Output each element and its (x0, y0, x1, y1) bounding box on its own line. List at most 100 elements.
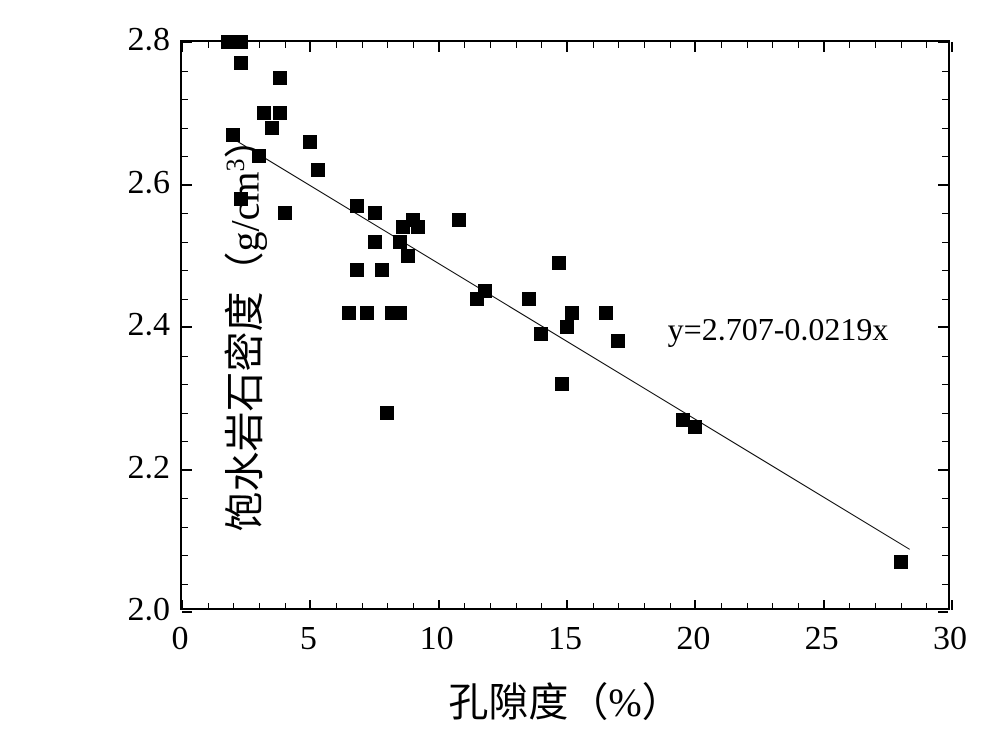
x-major-tick-top (823, 42, 825, 52)
x-minor-tick (233, 603, 234, 609)
y-major-tick-right (938, 184, 948, 186)
x-minor-tick (208, 603, 209, 609)
y-minor-tick-right (942, 584, 948, 585)
y-major-tick (182, 41, 192, 43)
x-minor-tick-top (464, 42, 465, 48)
x-minor-tick-top (772, 42, 773, 48)
y-minor-tick (182, 71, 188, 72)
y-minor-tick-right (942, 299, 948, 300)
y-minor-tick-right (942, 555, 948, 556)
x-minor-tick (644, 603, 645, 609)
data-point (278, 206, 292, 220)
data-point (273, 106, 287, 120)
x-minor-tick-top (541, 42, 542, 48)
data-point (452, 213, 466, 227)
x-minor-tick-top (413, 42, 414, 48)
y-major-tick-right (938, 326, 948, 328)
x-minor-tick (901, 603, 902, 609)
x-minor-tick-top (670, 42, 671, 48)
x-minor-tick-top (516, 42, 517, 48)
y-tick-label: 2.6 (100, 164, 170, 202)
y-minor-tick (182, 584, 188, 585)
x-minor-tick-top (747, 42, 748, 48)
x-tick-label: 20 (676, 620, 710, 658)
data-point (478, 284, 492, 298)
x-minor-tick (670, 603, 671, 609)
y-tick-label: 2.4 (100, 306, 170, 344)
x-minor-tick (362, 603, 363, 609)
y-minor-tick (182, 299, 188, 300)
x-minor-tick-top (798, 42, 799, 48)
data-point (611, 334, 625, 348)
y-minor-tick-right (942, 242, 948, 243)
x-major-tick (438, 600, 440, 610)
data-point (360, 306, 374, 320)
x-minor-tick (593, 603, 594, 609)
y-minor-tick (182, 242, 188, 243)
data-point (401, 249, 415, 263)
y-minor-tick (182, 555, 188, 556)
y-major-tick (182, 326, 192, 328)
x-minor-tick (618, 603, 619, 609)
y-minor-tick (182, 156, 188, 157)
x-axis-label: 孔隙度（%） (448, 670, 681, 728)
x-minor-tick-top (387, 42, 388, 48)
x-minor-tick-top (875, 42, 876, 48)
x-major-tick-top (438, 42, 440, 52)
x-minor-tick-top (849, 42, 850, 48)
x-minor-tick (798, 603, 799, 609)
x-minor-tick-top (926, 42, 927, 48)
data-point (552, 256, 566, 270)
data-point (393, 306, 407, 320)
data-point (273, 71, 287, 85)
x-minor-tick (464, 603, 465, 609)
x-major-tick-top (309, 42, 311, 52)
x-minor-tick (490, 603, 491, 609)
y-minor-tick-right (942, 128, 948, 129)
x-major-tick-top (181, 42, 183, 52)
y-tick-label: 2.0 (100, 591, 170, 629)
scatter-chart: 饱水岩石密度（g/cm3） 孔隙度（%） 0510152025302.02.22… (0, 0, 1000, 732)
data-point (368, 235, 382, 249)
y-minor-tick-right (942, 384, 948, 385)
data-point (411, 220, 425, 234)
data-point (342, 306, 356, 320)
x-minor-tick (387, 603, 388, 609)
x-major-tick (823, 600, 825, 610)
x-tick-label: 0 (172, 620, 189, 658)
y-major-tick-right (938, 469, 948, 471)
y-minor-tick (182, 498, 188, 499)
y-minor-tick-right (942, 498, 948, 499)
x-minor-tick-top (285, 42, 286, 48)
y-minor-tick-right (942, 156, 948, 157)
x-major-tick-top (566, 42, 568, 52)
x-major-tick-top (694, 42, 696, 52)
x-minor-tick-top (721, 42, 722, 48)
y-minor-tick-right (942, 356, 948, 357)
x-tick-label: 10 (420, 620, 454, 658)
x-minor-tick-top (362, 42, 363, 48)
x-major-tick (181, 600, 183, 610)
x-minor-tick-top (208, 42, 209, 48)
y-minor-tick (182, 99, 188, 100)
y-minor-tick (182, 384, 188, 385)
x-major-tick-top (951, 42, 953, 52)
y-tick-label: 2.8 (100, 21, 170, 59)
x-tick-label: 5 (300, 620, 317, 658)
x-minor-tick (875, 603, 876, 609)
x-minor-tick-top (259, 42, 260, 48)
y-minor-tick-right (942, 441, 948, 442)
x-minor-tick (285, 603, 286, 609)
x-minor-tick (772, 603, 773, 609)
x-minor-tick-top (618, 42, 619, 48)
x-minor-tick-top (336, 42, 337, 48)
data-point (303, 135, 317, 149)
data-point (375, 263, 389, 277)
data-point (565, 306, 579, 320)
y-minor-tick-right (942, 527, 948, 528)
y-major-tick (182, 184, 192, 186)
x-minor-tick (747, 603, 748, 609)
data-point (234, 35, 248, 49)
x-major-tick (694, 600, 696, 610)
y-minor-tick (182, 356, 188, 357)
